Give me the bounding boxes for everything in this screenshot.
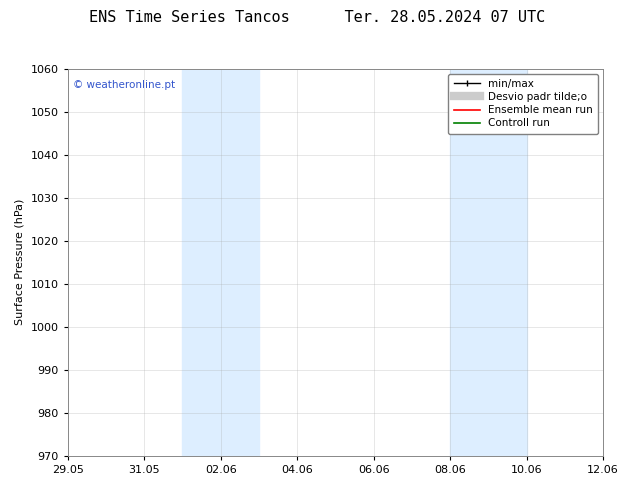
Y-axis label: Surface Pressure (hPa): Surface Pressure (hPa) — [15, 199, 25, 325]
Bar — [450, 69, 527, 456]
Text: ENS Time Series Tancos      Ter. 28.05.2024 07 UTC: ENS Time Series Tancos Ter. 28.05.2024 0… — [89, 10, 545, 25]
Legend: min/max, Desvio padr tilde;o, Ensemble mean run, Controll run: min/max, Desvio padr tilde;o, Ensemble m… — [448, 74, 598, 134]
Bar — [183, 69, 259, 456]
Text: © weatheronline.pt: © weatheronline.pt — [73, 80, 175, 90]
